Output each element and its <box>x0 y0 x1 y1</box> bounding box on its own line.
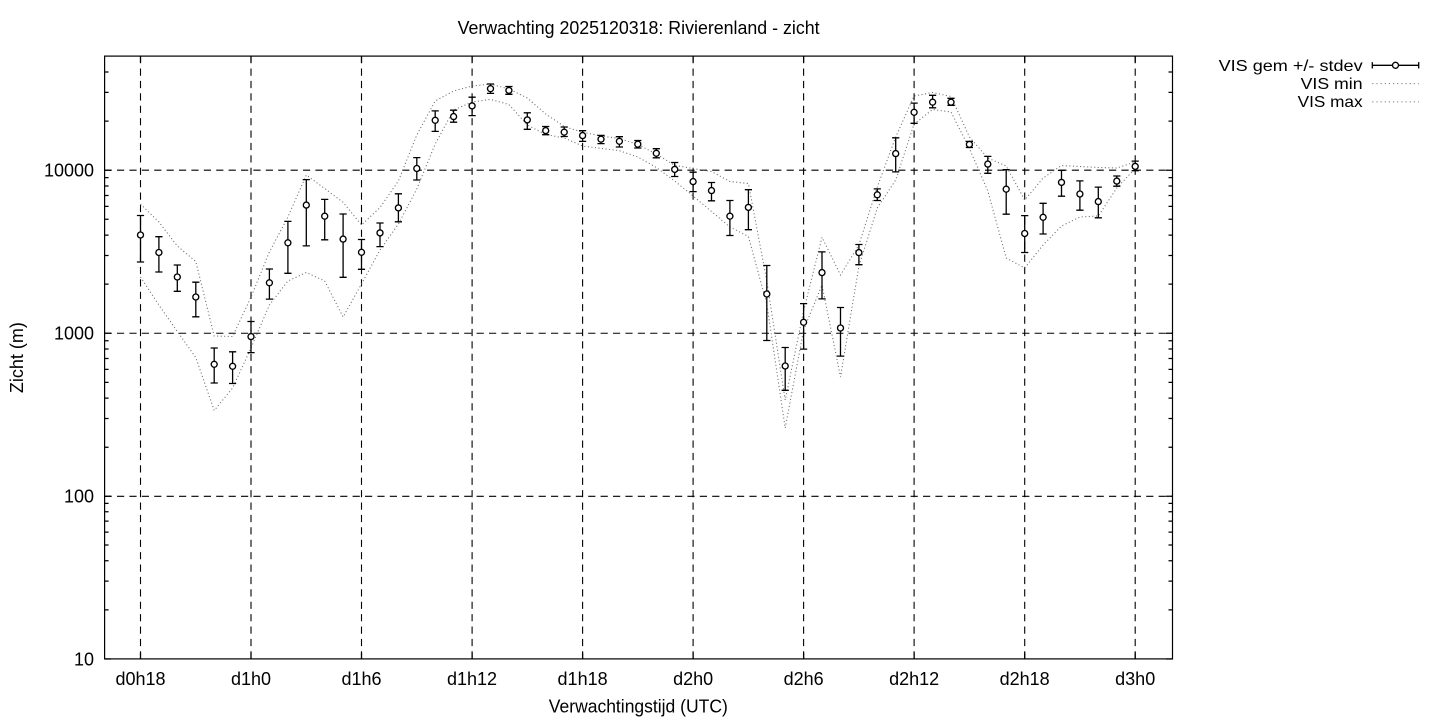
svg-text:VIS max: VIS max <box>1298 94 1363 111</box>
svg-text:1000: 1000 <box>54 324 94 344</box>
svg-text:Verwachtingstijd (UTC): Verwachtingstijd (UTC) <box>549 697 728 717</box>
svg-text:d1h6: d1h6 <box>342 669 382 689</box>
svg-text:d2h6: d2h6 <box>784 669 824 689</box>
svg-text:d0h18: d0h18 <box>115 669 165 689</box>
svg-text:d2h0: d2h0 <box>673 669 713 689</box>
svg-text:d2h18: d2h18 <box>1000 669 1050 689</box>
svg-text:d1h18: d1h18 <box>558 669 608 689</box>
svg-text:VIS gem +/- stdev: VIS gem +/- stdev <box>1219 58 1363 75</box>
svg-text:VIS min: VIS min <box>1301 76 1363 93</box>
svg-text:10: 10 <box>74 649 94 669</box>
svg-text:Zicht (m): Zicht (m) <box>7 322 27 393</box>
svg-text:d1h0: d1h0 <box>231 669 271 689</box>
svg-text:Verwachting 2025120318: Rivier: Verwachting 2025120318: Rivierenland - z… <box>458 18 820 38</box>
svg-text:10000: 10000 <box>44 161 94 181</box>
svg-text:d1h12: d1h12 <box>447 669 497 689</box>
svg-text:d3h0: d3h0 <box>1115 669 1155 689</box>
svg-text:d2h12: d2h12 <box>889 669 939 689</box>
svg-text:100: 100 <box>64 487 94 507</box>
